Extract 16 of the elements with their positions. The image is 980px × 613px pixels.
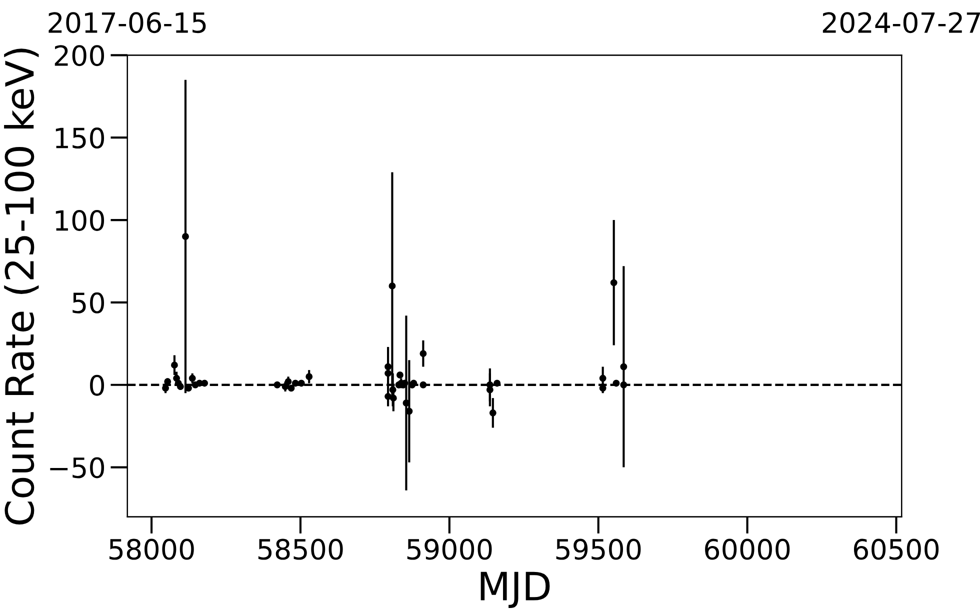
x-tick-label: 58500 bbox=[258, 538, 343, 560]
x-tick-label: 59500 bbox=[556, 538, 641, 560]
y-tick-label: 50 bbox=[72, 292, 104, 314]
x-tick-label: 59000 bbox=[407, 538, 492, 560]
x2-tick-label: 2024-07-27 bbox=[822, 12, 980, 34]
x2-tick-label: 2017-06-15 bbox=[48, 12, 206, 34]
x-tick-label: 60000 bbox=[705, 538, 790, 560]
x-axis-title: MJD bbox=[480, 572, 550, 608]
x-tick-label: 58000 bbox=[109, 538, 194, 560]
x-tick-label: 60500 bbox=[854, 538, 939, 560]
y-tick-label: 100 bbox=[56, 210, 104, 231]
y-axis-title: Count Rate (25-100 keV) bbox=[4, 48, 39, 525]
y-tick-label: 200 bbox=[54, 45, 104, 66]
y-tick-label: 150 bbox=[56, 128, 104, 149]
y-tick-label: 0 bbox=[90, 374, 104, 396]
y-tick-label: −50 bbox=[50, 457, 104, 478]
